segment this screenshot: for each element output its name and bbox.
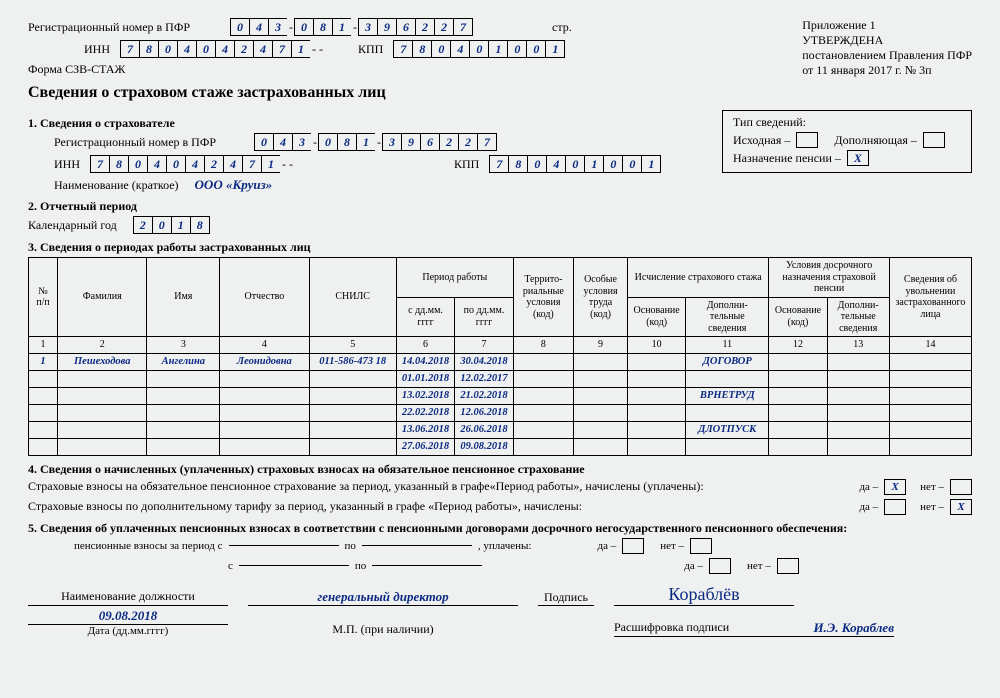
main-table: № п/п Фамилия Имя Отчество СНИЛС Период … bbox=[28, 257, 972, 456]
signature: Кораблёв bbox=[614, 584, 794, 606]
reg-cells: 043-081-396227 bbox=[230, 18, 472, 36]
s2-label: Календарный год bbox=[28, 218, 117, 233]
s1-kpp-cells: 780401001 bbox=[489, 155, 660, 173]
inn-label: ИНН bbox=[84, 42, 110, 57]
kpp-cells: 780401001 bbox=[393, 40, 564, 58]
s4-title: 4. Сведения о начисленных (уплаченных) с… bbox=[28, 462, 972, 477]
s1-title: 1. Сведения о страхователе bbox=[28, 116, 722, 131]
s2-title: 2. Отчетный период bbox=[28, 199, 972, 214]
s4-line1: Страховые взносы на обязательное пенсион… bbox=[28, 479, 704, 494]
s4-line2: Страховые взносы по дополнительному тари… bbox=[28, 499, 582, 514]
str-label: стр. bbox=[552, 20, 572, 35]
s2-cells: 2018 bbox=[133, 216, 209, 234]
s1-kpp-label: КПП bbox=[454, 157, 479, 172]
s1-name-value: ООО «Круиз» bbox=[195, 177, 273, 193]
tip-box: Тип сведений: Исходная – Дополняющая – Н… bbox=[722, 110, 972, 173]
date-value: 09.08.2018 bbox=[28, 608, 228, 624]
kpp-label: КПП bbox=[358, 42, 383, 57]
s1-inn-cells: 7804042471-- bbox=[90, 155, 294, 173]
approval-block: Приложение 1 УТВЕРЖДЕНА постановлением П… bbox=[802, 18, 972, 78]
s1-reg-label: Регистрационный номер в ПФР bbox=[54, 135, 216, 150]
page-title: Сведения о страховом стаже застрахованны… bbox=[28, 84, 972, 102]
position-value: генеральный директор bbox=[248, 589, 518, 606]
s1-name-label: Наименование (краткое) bbox=[54, 178, 179, 193]
form-label: Форма СЗВ-СТАЖ bbox=[28, 62, 572, 77]
inn-cells: 7804042471-- bbox=[120, 40, 324, 58]
decryption-value: И.Э. Кораблев bbox=[813, 620, 894, 636]
s3-title: 3. Сведения о периодах работы застрахова… bbox=[28, 240, 972, 255]
reg-label: Регистрационный номер в ПФР bbox=[28, 20, 190, 35]
s1-reg-cells: 043-081-396227 bbox=[254, 133, 496, 151]
s1-inn-label: ИНН bbox=[54, 157, 80, 172]
s5-title: 5. Сведения об уплаченных пенсионных взн… bbox=[28, 521, 972, 536]
